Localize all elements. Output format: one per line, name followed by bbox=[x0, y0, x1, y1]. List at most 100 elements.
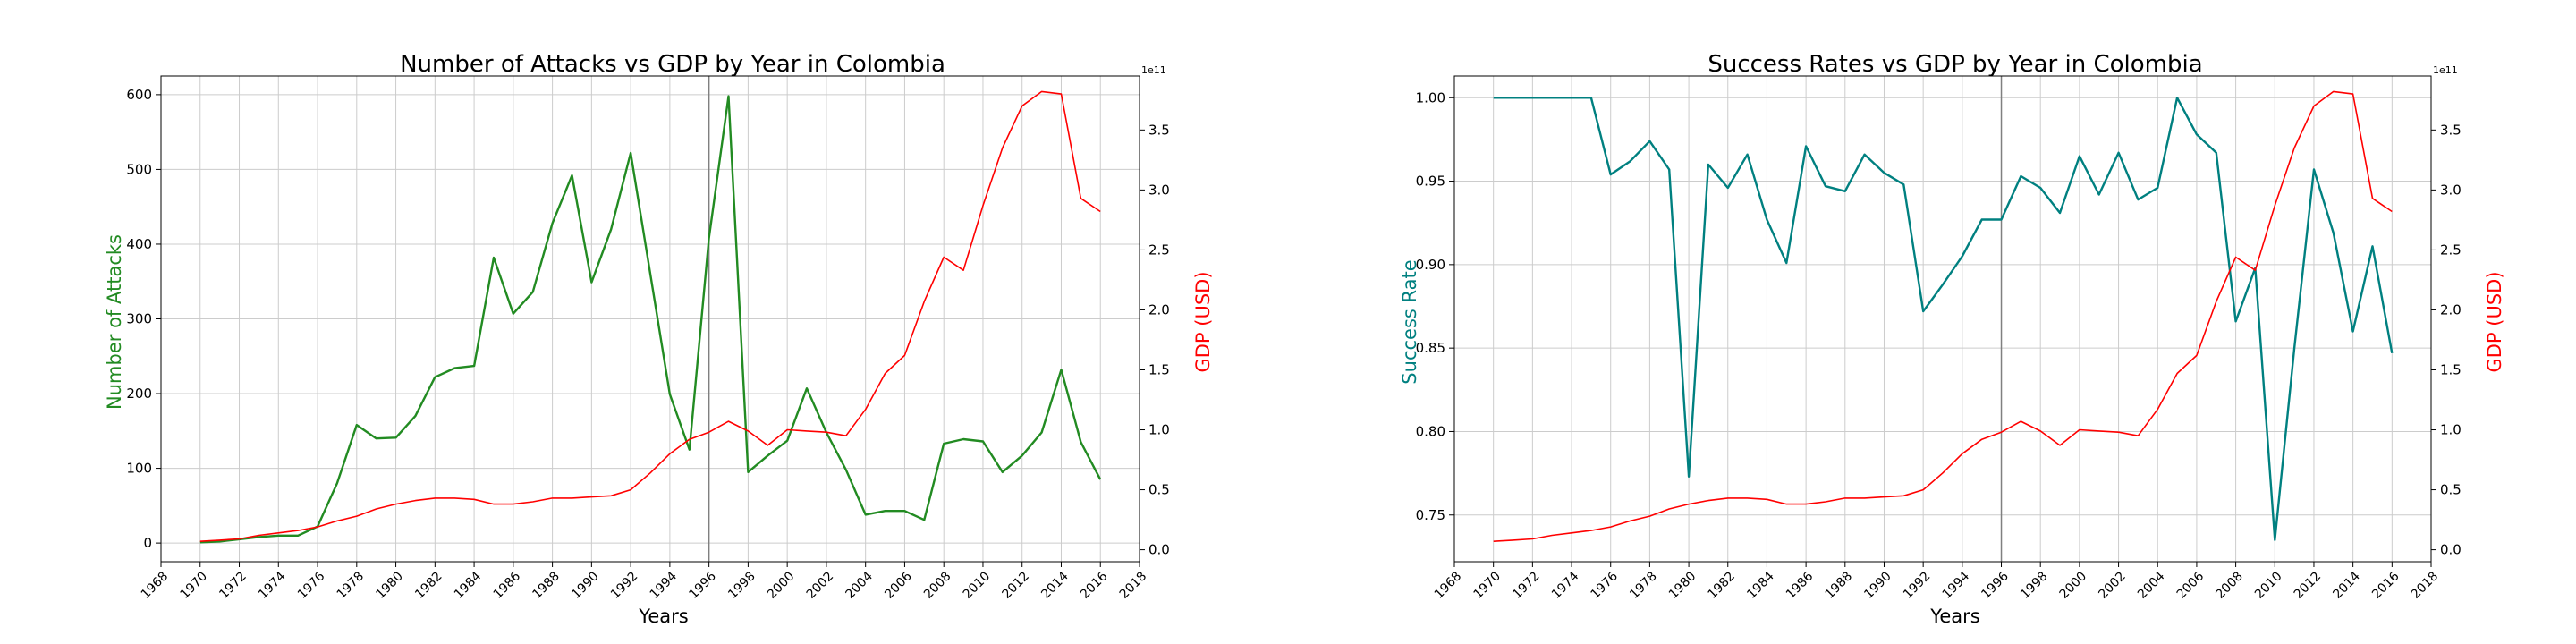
x-tick-label: 2006 bbox=[2174, 569, 2207, 602]
x-tick-label: 1984 bbox=[452, 569, 485, 602]
x-tick-label: 1982 bbox=[412, 569, 445, 602]
x-tick-label: 1988 bbox=[530, 569, 563, 602]
x-tick-label: 1976 bbox=[295, 569, 328, 602]
y2-tick-label: 1.0 bbox=[1148, 422, 1170, 438]
y2-axis-label: GDP (USD) bbox=[2484, 271, 2505, 372]
y2-tick-label: 3.5 bbox=[2440, 122, 2462, 138]
y-tick-label: 0.90 bbox=[1416, 257, 1445, 273]
series-line-primary bbox=[199, 95, 1102, 544]
x-tick-label: 2012 bbox=[1000, 569, 1033, 602]
x-tick-label: 2016 bbox=[2369, 569, 2402, 602]
x-tick-label: 1978 bbox=[1627, 569, 1660, 602]
x-tick-label: 1994 bbox=[1940, 569, 1973, 602]
y-tick-label: 200 bbox=[126, 386, 152, 402]
chart-title: Number of Attacks vs GDP by Year in Colo… bbox=[400, 51, 945, 78]
x-tick-label: 2010 bbox=[2252, 569, 2285, 602]
y2-offset-text: 1e11 bbox=[2433, 64, 2458, 76]
y-tick-label: 300 bbox=[126, 311, 152, 327]
y-axis-label: Success Rate bbox=[1399, 259, 1420, 384]
grid-lines bbox=[1453, 76, 2432, 562]
x-tick-label: 1992 bbox=[608, 569, 641, 602]
x-tick-label: 1970 bbox=[1470, 569, 1504, 602]
x-tick-label: 1994 bbox=[648, 569, 681, 602]
y-tick-label: 0.75 bbox=[1416, 507, 1445, 523]
x-tick-label: 2014 bbox=[1038, 569, 1072, 602]
x-tick-label: 2016 bbox=[1078, 569, 1111, 602]
x-tick-label: 1968 bbox=[139, 569, 172, 602]
x-tick-label: 2008 bbox=[921, 569, 954, 602]
y2-tick-label: 0.5 bbox=[1148, 482, 1170, 498]
y-tick-label: 0.95 bbox=[1416, 174, 1445, 190]
y2-tick-label: 3.0 bbox=[2440, 182, 2462, 198]
x-tick-label: 1984 bbox=[1744, 569, 1777, 602]
y2-axis-label: GDP (USD) bbox=[1192, 271, 1214, 372]
x-tick-label: 2002 bbox=[804, 569, 837, 602]
y-tick-label: 500 bbox=[126, 161, 152, 177]
plot-frame bbox=[160, 75, 1140, 563]
y2-tick-label: 0.5 bbox=[2440, 482, 2462, 498]
y2-tick-label: 2.5 bbox=[2440, 242, 2462, 258]
x-tick-label: 1980 bbox=[373, 569, 406, 602]
series-line-primary bbox=[1493, 97, 2394, 541]
x-tick-label: 1974 bbox=[256, 569, 289, 602]
x-axis-label: Years bbox=[1929, 606, 1979, 627]
y-tick-label: 600 bbox=[126, 87, 152, 103]
y2-tick-label: 3.5 bbox=[1148, 122, 1170, 138]
series-line-gdp bbox=[199, 90, 1101, 542]
grid-lines bbox=[160, 76, 1140, 562]
x-tick-label: 1980 bbox=[1666, 569, 1699, 602]
plot-frame bbox=[1453, 75, 2432, 563]
y2-tick-label: 2.0 bbox=[1148, 301, 1170, 318]
x-tick-label: 2006 bbox=[882, 569, 915, 602]
y-tick-label: 0.80 bbox=[1416, 423, 1445, 439]
x-tick-label: 1996 bbox=[1979, 569, 2012, 602]
y2-tick-label: 1.5 bbox=[2440, 361, 2462, 377]
y-tick-label: 1.00 bbox=[1416, 89, 1445, 106]
x-tick-label: 1996 bbox=[686, 569, 719, 602]
y-tick-label: 0 bbox=[143, 535, 152, 551]
y2-tick-label: 2.0 bbox=[2440, 301, 2462, 318]
x-tick-label: 2010 bbox=[961, 569, 994, 602]
x-tick-label: 2008 bbox=[2213, 569, 2246, 602]
x-tick-label: 2004 bbox=[2135, 569, 2168, 602]
y2-tick-label: 2.5 bbox=[1148, 242, 1170, 258]
x-tick-label: 1974 bbox=[1549, 569, 1582, 602]
y-tick-label: 400 bbox=[126, 236, 152, 252]
x-tick-label: 2000 bbox=[2057, 569, 2090, 602]
x-tick-label: 1992 bbox=[1901, 569, 1934, 602]
chart-attacks-vs-gdp: Number of Attacks vs GDP by Year in Colo… bbox=[104, 51, 1214, 627]
x-tick-label: 1970 bbox=[178, 569, 211, 602]
y2-tick-label: 1.0 bbox=[2440, 422, 2462, 438]
chart-title: Success Rates vs GDP by Year in Colombia bbox=[1707, 51, 2202, 78]
chart-success-rate-vs-gdp: Success Rates vs GDP by Year in Colombia… bbox=[1399, 51, 2505, 627]
y2-tick-label: 1.5 bbox=[1148, 361, 1170, 377]
y2-tick-label: 0.0 bbox=[2440, 542, 2462, 558]
x-tick-label: 2012 bbox=[2292, 569, 2325, 602]
x-tick-label: 1968 bbox=[1432, 569, 1465, 602]
x-tick-label: 2014 bbox=[2330, 569, 2363, 602]
x-tick-label: 1978 bbox=[335, 569, 368, 602]
x-tick-label: 1986 bbox=[491, 569, 524, 602]
x-tick-label: 1986 bbox=[1784, 569, 1817, 602]
x-tick-label: 2002 bbox=[2096, 569, 2129, 602]
y2-tick-label: 0.0 bbox=[1148, 542, 1170, 558]
x-tick-label: 1972 bbox=[216, 569, 250, 602]
x-tick-label: 2000 bbox=[765, 569, 798, 602]
x-tick-label: 2018 bbox=[2409, 569, 2442, 602]
x-tick-label: 1998 bbox=[725, 569, 758, 602]
x-tick-label: 1976 bbox=[1589, 569, 1622, 602]
y2-offset-text: 1e11 bbox=[1141, 64, 1166, 76]
x-tick-label: 1990 bbox=[1861, 569, 1894, 602]
y-axis-label: Number of Attacks bbox=[104, 234, 125, 410]
x-tick-label: 2018 bbox=[1117, 569, 1150, 602]
y2-tick-label: 3.0 bbox=[1148, 182, 1170, 198]
x-axis-label: Years bbox=[638, 606, 688, 627]
x-tick-label: 1998 bbox=[2018, 569, 2051, 602]
y-tick-label: 0.85 bbox=[1416, 340, 1445, 356]
x-tick-label: 1982 bbox=[1706, 569, 1739, 602]
x-tick-label: 1988 bbox=[1823, 569, 1856, 602]
x-tick-label: 2004 bbox=[843, 569, 876, 602]
series-line-gdp bbox=[1493, 90, 2393, 542]
x-tick-label: 1972 bbox=[1510, 569, 1543, 602]
